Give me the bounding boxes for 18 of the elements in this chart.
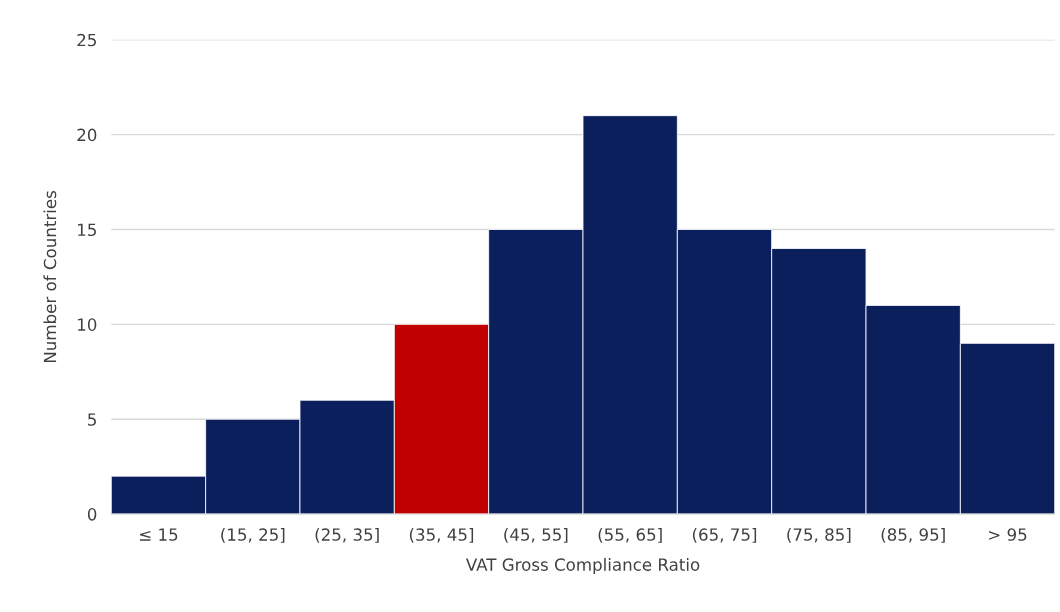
- y-tick-label: 10: [78, 318, 97, 331]
- x-tick-label: (65, 75]: [692, 527, 757, 543]
- y-tick-label: 15: [78, 223, 96, 237]
- x-tick-label: (35, 45]: [409, 527, 474, 543]
- y-tick-label: 5: [88, 413, 96, 426]
- x-tick-label: (75, 85]: [787, 527, 851, 543]
- y-tick-label: 25: [77, 33, 96, 47]
- x-tick-label: (25, 35]: [315, 527, 379, 543]
- x-tick-label: (55, 65]: [598, 527, 662, 543]
- y-axis-title: Number of Countries: [43, 190, 57, 363]
- x-axis-title: VAT Gross Compliance Ratio: [465, 557, 700, 575]
- y-tick-label: 20: [77, 128, 97, 142]
- x-tick-label: ≤ 15: [140, 528, 178, 541]
- x-tick-label: (15, 25]: [221, 527, 285, 543]
- x-tick-label: (85, 95]: [881, 527, 945, 543]
- x-tick-label: (45, 55]: [504, 527, 568, 543]
- y-tick-label: 0: [87, 508, 97, 521]
- x-tick-label: > 95: [989, 528, 1027, 541]
